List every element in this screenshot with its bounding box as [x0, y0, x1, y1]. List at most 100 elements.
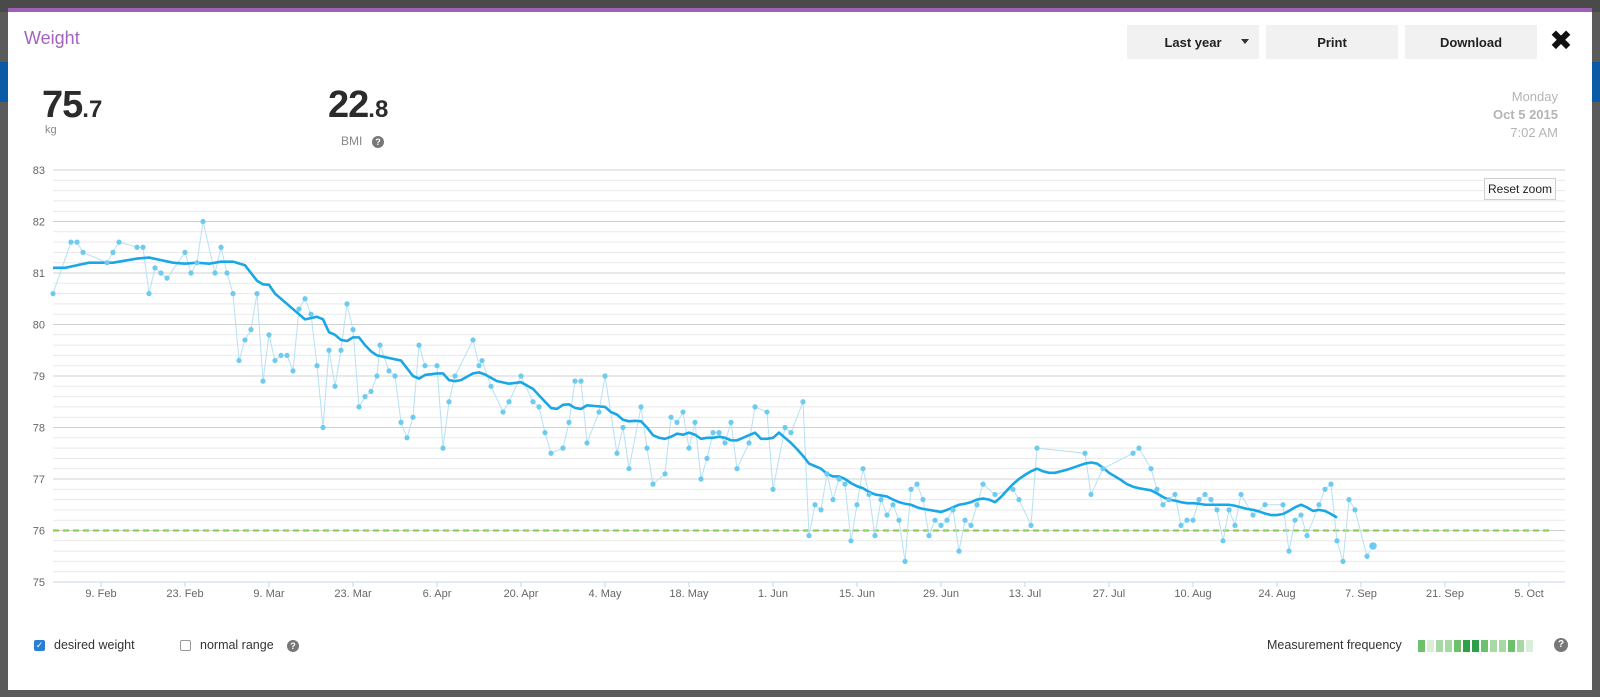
- measurement-point: [1160, 502, 1166, 508]
- measurement-point: [1286, 548, 1292, 554]
- measurement-point: [212, 270, 218, 276]
- measurement-point: [908, 486, 914, 492]
- checkbox-unchecked-icon[interactable]: [180, 639, 191, 651]
- y-tick-label: 80: [33, 320, 45, 332]
- timestamp-date: Oct 5 2015: [1492, 107, 1558, 122]
- measurement-point: [470, 337, 476, 343]
- measurement-point: [806, 533, 812, 539]
- measurement-point: [1190, 517, 1196, 523]
- y-tick-label: 75: [33, 577, 45, 589]
- measurement-point: [824, 471, 830, 477]
- measurement-point: [950, 507, 956, 513]
- current-bmi: 22.8: [328, 84, 388, 127]
- x-tick-label: 9. Mar: [253, 588, 285, 600]
- measurement-point: [518, 373, 524, 379]
- legend-desired-weight[interactable]: ✓ desired weight: [34, 638, 135, 652]
- measurement-point: [377, 342, 383, 348]
- measurement-point: [1232, 522, 1238, 528]
- measurement-point: [686, 445, 692, 451]
- measurement-point: [536, 404, 542, 410]
- measurement-point: [200, 218, 206, 225]
- measurement-point: [818, 507, 824, 513]
- measurement-point: [578, 378, 584, 384]
- measurement-point: [812, 502, 818, 508]
- download-button[interactable]: Download: [1405, 25, 1537, 59]
- measurement-point: [530, 399, 536, 405]
- bmi-label: BMI: [341, 134, 363, 148]
- weight-chart[interactable]: 75 76 77 78 79 80 81 82 83 9. Feb 23. Feb 9. Mar 23.…: [8, 12, 1592, 694]
- measurement-point: [944, 517, 950, 523]
- measurement-point: [236, 357, 242, 364]
- legend-normal-range[interactable]: normal range: [180, 638, 274, 652]
- timestamp-time: 7:02 AM: [1510, 125, 1558, 140]
- checkbox-checked-icon[interactable]: ✓: [34, 639, 45, 651]
- measurement-point: [716, 430, 722, 436]
- measurement-point-selected: [1367, 540, 1379, 552]
- measurement-point: [338, 347, 344, 353]
- frequency-bar: [1490, 640, 1497, 652]
- backdrop-nav-strip-right: [1592, 62, 1600, 102]
- measurement-point: [926, 533, 932, 539]
- measurement-point: [404, 435, 410, 441]
- measurement-point: [50, 291, 56, 297]
- print-button[interactable]: Print: [1266, 25, 1398, 59]
- measurement-point: [104, 260, 110, 266]
- measurement-point: [560, 445, 566, 451]
- y-tick-label: 83: [33, 165, 45, 177]
- measurement-point: [974, 502, 980, 508]
- measurement-point: [1220, 538, 1226, 544]
- measurement-point: [68, 239, 74, 245]
- measurement-point: [956, 548, 962, 554]
- measurement-point: [1178, 522, 1184, 528]
- measurement-point: [914, 481, 920, 487]
- bmi-help-icon[interactable]: ?: [372, 136, 384, 148]
- x-tick-label: 23. Mar: [334, 588, 372, 600]
- measurement-point: [284, 352, 290, 358]
- measurement-point: [842, 481, 848, 487]
- measurement-point: [182, 249, 188, 255]
- measurement-point: [644, 445, 650, 451]
- frequency-bar: [1445, 640, 1452, 652]
- measurement-point: [626, 466, 632, 472]
- bmi-decimal: .8: [368, 96, 389, 123]
- measurement-point: [1016, 497, 1022, 503]
- measurement-point: [764, 409, 770, 415]
- y-tick-label: 77: [33, 474, 45, 486]
- current-weight: 75.7: [42, 84, 102, 127]
- x-tick-label: 1. Jun: [758, 588, 788, 600]
- measurement-point: [332, 383, 338, 389]
- measurement-point: [152, 265, 158, 271]
- close-icon[interactable]: ✖: [1549, 25, 1573, 56]
- measurement-point: [410, 414, 416, 420]
- weight-unit: kg: [45, 124, 57, 136]
- measurement-point: [584, 440, 590, 446]
- measurement-point: [962, 517, 968, 523]
- measurement-frequency-label: Measurement frequency: [1267, 638, 1402, 652]
- measurement-point: [158, 270, 164, 276]
- measurement-point: [1136, 445, 1142, 451]
- measurement-point: [1088, 491, 1094, 498]
- frequency-help-icon[interactable]: ?: [1554, 638, 1568, 652]
- measurement-point: [1082, 450, 1088, 456]
- frequency-bar: [1472, 640, 1479, 652]
- range-dropdown[interactable]: Last year: [1127, 25, 1259, 59]
- measurement-point: [296, 306, 302, 312]
- measurement-point: [1304, 533, 1310, 539]
- measurement-point: [734, 466, 740, 472]
- measurement-point: [1028, 522, 1034, 528]
- x-tick-label: 23. Feb: [166, 588, 203, 600]
- measurement-point: [398, 419, 404, 425]
- reset-zoom-button[interactable]: Reset zoom: [1484, 178, 1556, 200]
- measurement-point: [368, 388, 374, 395]
- measurement-point: [920, 497, 926, 503]
- x-tick-label: 6. Apr: [423, 588, 452, 600]
- measurement-point: [1034, 445, 1040, 451]
- measurement-point: [242, 337, 248, 343]
- measurement-point: [320, 424, 326, 431]
- measurement-point: [146, 291, 152, 297]
- measurement-point: [992, 491, 998, 498]
- measurement-point: [479, 357, 485, 364]
- normal-range-help-icon[interactable]: ?: [287, 640, 299, 652]
- timestamp-day: Monday: [1511, 89, 1558, 104]
- measurement-point: [374, 373, 380, 379]
